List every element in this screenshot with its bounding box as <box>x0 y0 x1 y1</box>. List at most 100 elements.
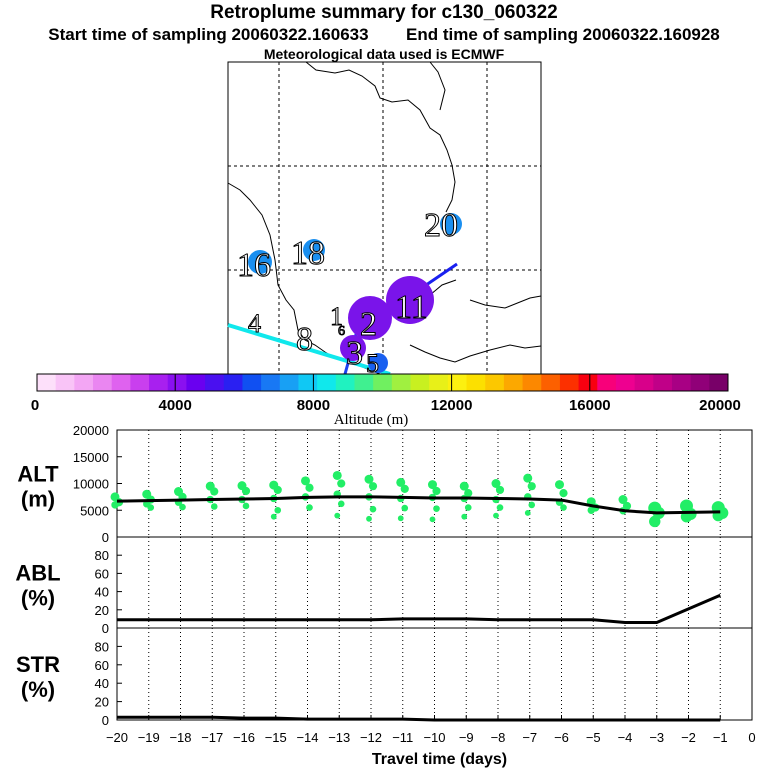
y-tick-label: 20000 <box>73 423 109 438</box>
colorbar-cell <box>391 374 412 391</box>
cluster-label: 8 <box>296 321 313 358</box>
x-tick-label: −18 <box>169 730 191 745</box>
panel-ylabel-unit: (%) <box>21 677 55 702</box>
colorbar-cell <box>597 374 617 391</box>
altitude-dot <box>555 480 564 490</box>
altitude-dot <box>528 501 536 509</box>
altitude-dot <box>464 489 473 498</box>
colorbar-cell <box>93 374 113 391</box>
y-tick-label: 0 <box>102 530 109 545</box>
cluster-labels: 20 16 18 11 2 1 3 4 8 5 6 <box>237 207 459 379</box>
colorbar-tick-label: 0 <box>31 397 39 414</box>
altitude-dot <box>464 504 472 511</box>
y-tick-label: 15000 <box>73 450 109 465</box>
x-axis-label: Travel time (days) <box>372 751 507 768</box>
colorbar-cell <box>298 374 318 391</box>
trajectory-low <box>227 323 391 376</box>
cluster-label: 1 <box>330 302 343 331</box>
altitude-dot <box>495 485 505 495</box>
altitude-dot <box>433 505 440 512</box>
x-tick-label: 0 <box>748 730 755 745</box>
altitude-dot <box>364 474 374 484</box>
colorbar-frame <box>36 373 729 392</box>
x-tick-label: −8 <box>491 730 506 745</box>
colorbar-cell <box>709 374 729 391</box>
colorbar-cell <box>559 374 580 391</box>
y-tick-label: 0 <box>102 713 109 728</box>
y-tick-label: 5000 <box>80 503 109 518</box>
altitude-dot <box>493 512 499 519</box>
colorbar-cell <box>634 374 654 391</box>
y-tick-label: 80 <box>95 548 109 563</box>
str-line <box>117 715 721 722</box>
altitude-dot <box>527 482 536 491</box>
colorbar-cell <box>279 374 299 391</box>
colorbar-cell <box>130 374 150 391</box>
colorbar-cell <box>429 374 449 391</box>
y-tick-label: 0 <box>102 621 109 636</box>
altitude-dot <box>337 479 346 488</box>
cluster-dot-16 <box>248 250 272 274</box>
altitude-dot <box>560 504 567 511</box>
cluster-dot-5 <box>368 353 388 373</box>
figure-title: Retroplume summary for c130_060322 <box>210 2 558 23</box>
cluster-dot-18 <box>303 239 325 261</box>
colorbar-cell <box>167 374 187 391</box>
altitude-dot <box>401 504 409 512</box>
colorbar-cell <box>186 374 206 391</box>
y-tick-label: 60 <box>95 566 109 581</box>
altitude-dot <box>210 503 218 510</box>
colorbar-cell <box>671 374 692 391</box>
colorbar-cell <box>447 374 468 391</box>
colorbar-cell <box>111 374 131 391</box>
altitude-dot <box>496 504 504 511</box>
start-time-label: Start time of sampling 20060322.160633 <box>48 25 369 44</box>
altitude-dot <box>428 480 437 490</box>
colorbar-cell <box>373 374 393 391</box>
x-tick-label: −4 <box>618 730 633 745</box>
colorbar-cell <box>541 374 561 391</box>
x-tick-label: −3 <box>649 730 664 745</box>
cluster-label: 4 <box>248 309 261 338</box>
altitude-dot <box>432 486 441 496</box>
cluster-dot-2 <box>348 296 392 340</box>
time-series-panels: 05000100001500020000ALT(m)020406080ABL(%… <box>15 423 755 768</box>
colorbar-cell <box>149 374 169 391</box>
x-tick-label: −14 <box>296 730 318 745</box>
colorbar-cell <box>205 374 225 391</box>
altitude-dot <box>332 470 342 480</box>
y-tick-label: 40 <box>95 676 109 691</box>
altitude-dot <box>396 477 406 487</box>
colorbar-cell <box>522 374 542 391</box>
altitude-dot <box>369 505 377 513</box>
cluster-label: 5 <box>366 349 379 378</box>
panel-ylabel-unit: (%) <box>21 586 55 611</box>
colorbar-cell <box>261 374 281 391</box>
sampling-times: Start time of sampling 20060322.160633 E… <box>0 25 768 45</box>
altitude-dot <box>274 506 282 514</box>
colorbar-tick-label: 8000 <box>297 397 330 414</box>
colorbar-cell <box>466 374 486 391</box>
colorbar-cell <box>653 374 673 391</box>
altitude-dot <box>587 506 595 514</box>
altitude-dot <box>559 489 568 498</box>
panel-frame <box>116 627 753 721</box>
y-tick-label: 80 <box>95 639 109 654</box>
altitude-dot <box>491 479 501 488</box>
panel-frame <box>116 536 753 629</box>
cluster-label: 11 <box>395 289 428 326</box>
altitude-dot <box>523 473 533 483</box>
colorbar-tick-label: 12000 <box>431 397 473 414</box>
panel-ylabel-unit: (m) <box>21 487 55 512</box>
panel-abl: 0 20 40 60 80 ABL(%) <box>15 536 753 636</box>
altitude-dot <box>111 501 119 509</box>
colorbar-cell <box>317 374 337 391</box>
x-tick-label: −13 <box>328 730 350 745</box>
altitude-dot <box>400 484 409 493</box>
panel-ylabel: ABL <box>15 561 60 586</box>
cluster-label: 20 <box>424 207 458 244</box>
altitude-colorbar: 0 4000 8000 12000 16000 20000 Altitude (m) <box>31 373 741 428</box>
colorbar-cell <box>242 374 262 391</box>
x-tick-label: −20 <box>106 730 128 745</box>
panel-alt: 0 5000 10000 15000 20000 ALT(m) <box>17 423 753 545</box>
